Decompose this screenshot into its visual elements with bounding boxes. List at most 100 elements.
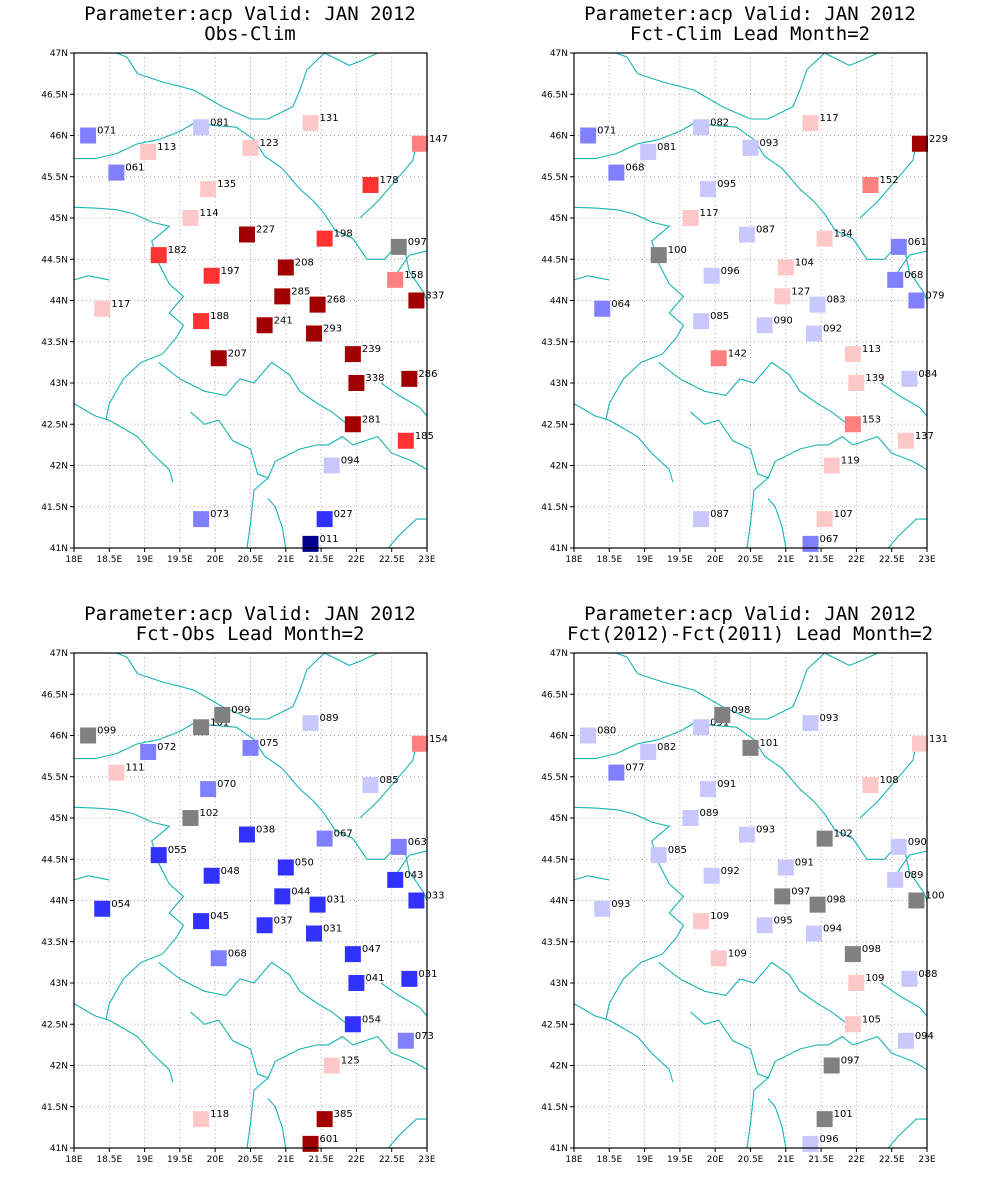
station-marker xyxy=(150,247,167,264)
lat-tick-label: 46.5N xyxy=(541,90,568,100)
border-line xyxy=(137,53,325,120)
map-panel-4: Parameter:acp Valid: JAN 2012Fct(2012)-F… xyxy=(541,603,948,1165)
lat-tick-label: 47N xyxy=(550,49,568,59)
station-value: 094 xyxy=(915,1031,934,1042)
lat-tick-label: 43.5N xyxy=(41,938,68,948)
lon-tick-label: 18E xyxy=(65,555,82,565)
station-value: 085 xyxy=(710,311,729,322)
station-marker xyxy=(816,230,833,247)
station-marker xyxy=(182,810,199,826)
border-line xyxy=(746,1077,769,1148)
station-marker xyxy=(682,210,699,226)
station-value: 089 xyxy=(904,870,923,881)
station-marker xyxy=(150,847,167,864)
station-marker xyxy=(316,830,333,847)
panel-subtitle: Fct(2012)-Fct(2011) Lead Month=2 xyxy=(567,623,933,645)
station-marker xyxy=(806,925,823,942)
station-marker xyxy=(897,1032,914,1049)
station-value: 108 xyxy=(880,775,899,786)
station-value: 068 xyxy=(625,163,644,174)
station-value: 096 xyxy=(721,266,740,277)
border-line xyxy=(158,361,354,429)
station-value: 087 xyxy=(756,225,775,236)
station-marker xyxy=(397,432,414,449)
station-marker xyxy=(809,896,826,913)
station-value: 068 xyxy=(228,948,247,959)
station-marker xyxy=(390,238,407,255)
panel-title: Parameter:acp Valid: JAN 2012 xyxy=(84,603,416,625)
border-line xyxy=(574,275,610,281)
lat-tick-label: 44N xyxy=(550,897,568,907)
border-line xyxy=(394,850,427,877)
lat-tick-label: 44N xyxy=(50,297,68,307)
station-marker xyxy=(650,847,667,864)
border-line xyxy=(574,403,674,483)
border-line xyxy=(746,477,769,548)
border-line xyxy=(387,518,427,548)
lat-tick-label: 45N xyxy=(50,214,68,224)
station-value: 088 xyxy=(918,969,937,980)
station-value: 097 xyxy=(841,1056,860,1067)
station-value: 285 xyxy=(291,286,310,297)
lat-tick-label: 44N xyxy=(50,897,68,907)
station-value: 107 xyxy=(834,509,853,520)
station-marker xyxy=(108,764,125,781)
station-marker xyxy=(911,135,928,152)
station-marker xyxy=(890,238,907,255)
lon-tick-label: 19.5E xyxy=(667,555,693,565)
lon-tick-label: 21E xyxy=(277,555,294,565)
border-line xyxy=(616,653,638,674)
border-line xyxy=(74,875,110,881)
station-marker xyxy=(316,230,333,247)
lat-tick-label: 42.5N xyxy=(41,1020,68,1030)
station-value: 113 xyxy=(157,142,176,153)
station-value: 082 xyxy=(710,117,729,128)
lon-tick-label: 22.5E xyxy=(879,555,905,565)
station-marker xyxy=(608,164,625,181)
station-value: 031 xyxy=(418,969,437,980)
station-marker xyxy=(94,300,111,317)
lat-tick-label: 47N xyxy=(50,49,68,59)
border-line xyxy=(574,206,685,363)
station-value: 092 xyxy=(823,324,842,335)
border-line xyxy=(359,143,417,219)
station-value: 011 xyxy=(320,534,339,545)
station-value: 101 xyxy=(834,1109,853,1120)
lat-tick-label: 42N xyxy=(550,1062,568,1072)
station-value: 070 xyxy=(217,779,236,790)
station-marker xyxy=(848,375,865,391)
station-marker xyxy=(693,119,710,136)
lon-tick-label: 19E xyxy=(136,555,153,565)
station-value: 081 xyxy=(657,142,676,153)
border-line xyxy=(605,361,642,421)
station-value: 097 xyxy=(408,237,427,248)
lat-tick-label: 43N xyxy=(50,379,68,389)
station-marker xyxy=(890,838,907,855)
station-marker xyxy=(344,1016,361,1033)
lat-tick-label: 43.5N xyxy=(541,938,568,948)
station-marker xyxy=(823,457,840,474)
station-value: 092 xyxy=(721,866,740,877)
station-marker xyxy=(703,267,720,284)
station-marker xyxy=(911,735,928,752)
station-marker xyxy=(344,346,361,363)
station-value: 084 xyxy=(918,369,937,380)
border-line xyxy=(859,743,917,819)
station-marker xyxy=(203,267,220,284)
station-value: 385 xyxy=(334,1109,353,1120)
lon-tick-label: 22E xyxy=(348,555,365,565)
station-marker xyxy=(844,946,861,963)
station-marker xyxy=(214,706,231,723)
station-marker xyxy=(862,777,879,793)
border-line xyxy=(616,53,638,74)
border-line xyxy=(380,982,427,1017)
station-value: 601 xyxy=(320,1134,339,1145)
border-line xyxy=(190,411,427,479)
station-value: 096 xyxy=(820,1134,839,1145)
lon-tick-label: 23E xyxy=(418,555,435,565)
border-line xyxy=(880,382,927,417)
coastlines xyxy=(574,653,927,1148)
station-marker xyxy=(309,296,326,313)
station-marker xyxy=(306,925,323,942)
